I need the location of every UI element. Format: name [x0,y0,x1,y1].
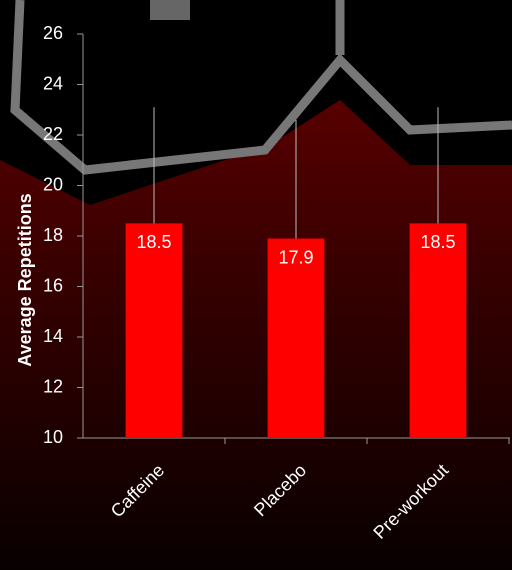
y-tick-label: 12 [43,376,63,396]
data-label: 18.5 [420,232,455,252]
bar [268,239,325,438]
bar [410,223,467,438]
y-tick-label: 20 [43,174,63,194]
data-label: 18.5 [136,232,171,252]
y-tick-label: 18 [43,225,63,245]
y-tick-label: 14 [43,326,63,346]
y-tick-label: 24 [43,73,63,93]
y-axis-label: Average Repetitions [15,193,35,366]
y-tick-label: 26 [43,23,63,43]
goggle-piece [150,0,190,20]
y-tick-label: 22 [43,124,63,144]
data-label: 17.9 [278,247,313,267]
chart: Average Repetitions 101214161820222426Ca… [0,0,512,570]
bar [126,223,183,438]
y-tick-label: 16 [43,275,63,295]
y-tick-label: 10 [43,427,63,447]
